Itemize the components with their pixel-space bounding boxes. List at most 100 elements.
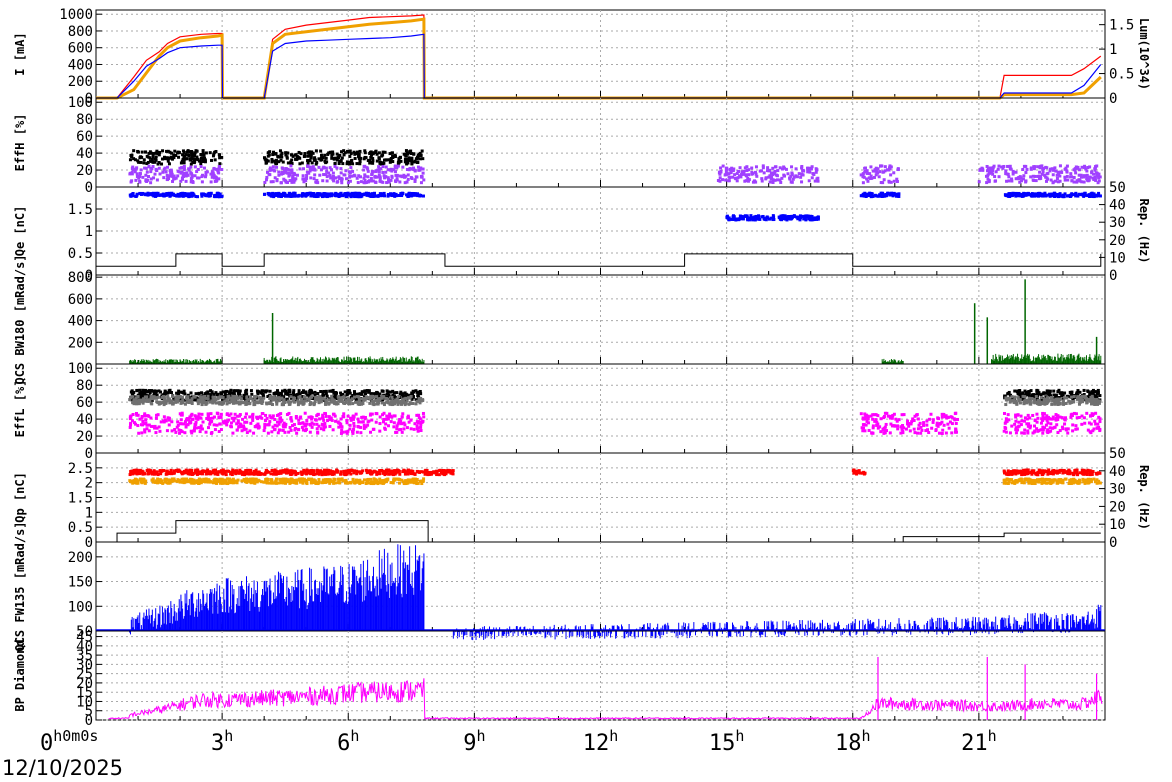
data-point [218,402,222,406]
data-point [1014,194,1018,198]
data-point [289,393,293,397]
data-point [302,155,306,159]
data-point [164,391,168,395]
data-point [262,429,266,433]
data-point [387,393,391,397]
right-tick-label: 0.5 [1109,67,1134,83]
data-point [290,153,294,157]
data-point [161,149,165,153]
data-point [194,422,198,426]
data-point [149,416,153,420]
data-point [925,423,929,427]
data-point [227,401,231,405]
data-point [1010,395,1014,399]
data-point [355,430,359,434]
data-point [1040,172,1044,176]
data-point [1052,191,1056,195]
data-point [788,177,792,181]
data-point [279,181,283,185]
data-point [1029,175,1033,179]
data-point [364,156,368,160]
data-point [726,215,730,219]
data-point [386,417,390,421]
data-point [282,191,286,195]
data-point [244,427,248,431]
data-point [384,417,388,421]
data-point [367,396,371,400]
data-point [745,214,749,218]
data-point [1085,176,1089,180]
data-point [327,401,331,405]
data-point [351,415,355,419]
data-point [1090,401,1094,405]
data-point [1083,193,1087,197]
data-point [213,195,217,199]
data-point [409,418,413,422]
data-point [1024,390,1028,394]
data-point [1075,427,1079,431]
data-point [236,400,240,404]
data-point [330,418,334,422]
data-point [268,414,272,418]
data-point [370,418,374,422]
data-point [316,392,320,396]
data-point [760,177,764,181]
data-point [344,399,348,403]
data-point [947,426,951,430]
data-point [876,167,880,171]
data-point [1050,402,1054,406]
data-point [220,168,224,172]
data-point [382,174,386,178]
data-point [129,180,133,184]
data-point [1088,393,1092,397]
data-point [1041,425,1045,429]
data-point [409,401,413,405]
data-point [153,172,157,176]
data-point [930,426,934,430]
data-point [327,398,331,402]
data-point [137,402,141,406]
data-point [290,194,294,198]
data-point [149,177,153,181]
data-point [1046,415,1050,419]
data-point [1054,169,1058,173]
data-point [309,395,313,399]
data-point [782,166,786,170]
data-point [865,169,869,173]
data-point [1092,427,1096,431]
data-point [1038,166,1042,170]
data-point [206,397,210,401]
data-point [875,420,879,424]
data-point [265,389,269,393]
data-point [319,427,323,431]
data-point [204,430,208,434]
data-point [1060,394,1064,398]
data-point [1070,390,1074,394]
right-axis-label: Rep. (Hz) [1137,198,1151,263]
data-point [362,425,366,429]
data-point [418,157,422,161]
data-point [198,430,202,434]
y-tick-label: 0 [85,91,93,107]
data-point [1087,178,1091,182]
data-point [1078,179,1082,183]
data-point [363,151,367,155]
data-point [148,156,152,160]
data-point [189,391,193,395]
data-point [389,420,393,424]
data-point [319,168,323,172]
data-point [191,417,195,421]
data-point [180,422,184,426]
data-point [300,194,304,198]
y-tick-label: 1 [85,505,93,521]
data-point [401,398,405,402]
data-point [1046,171,1050,175]
data-point [277,193,281,197]
data-point [270,160,274,164]
data-point [189,162,193,166]
data-point [1004,417,1008,421]
data-point [207,417,211,421]
data-point [1010,424,1014,428]
data-point [144,418,148,422]
data-point [367,194,371,198]
